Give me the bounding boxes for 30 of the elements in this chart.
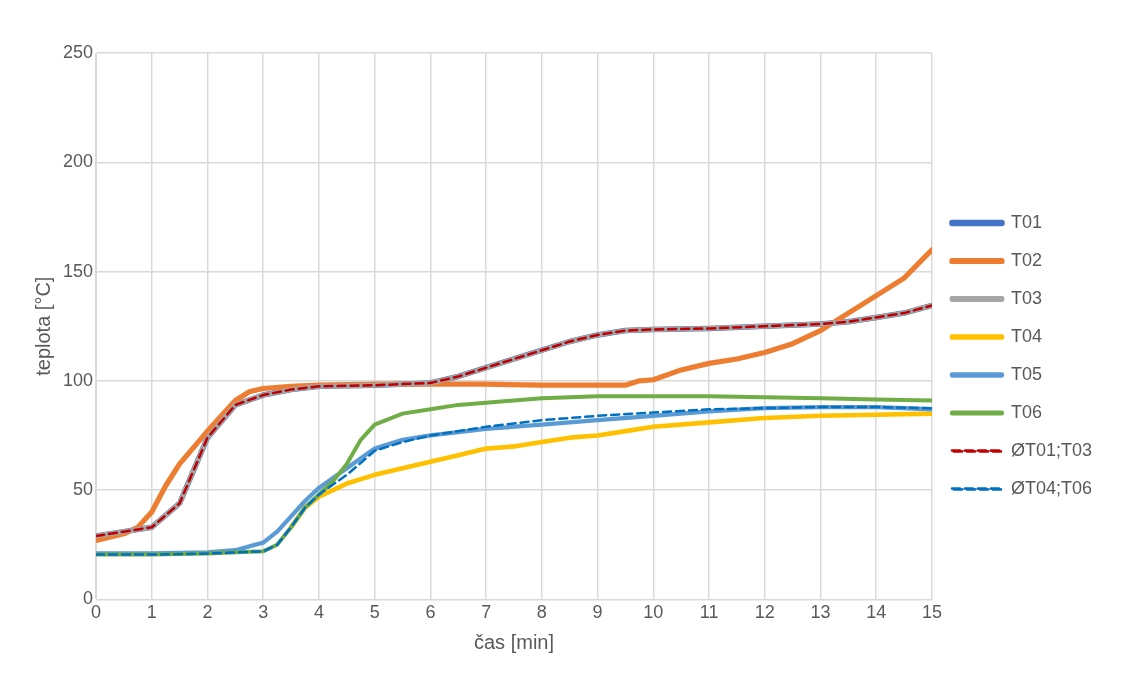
x-tick-label: 11 bbox=[699, 602, 719, 623]
x-tick-label: 2 bbox=[202, 602, 213, 623]
legend-label: T05 bbox=[1010, 363, 1042, 384]
legend-label: T02 bbox=[1010, 249, 1042, 270]
legend-label: T01 bbox=[1010, 211, 1042, 232]
x-tick-label: 5 bbox=[369, 602, 380, 623]
x-tick-label: 14 bbox=[866, 602, 887, 623]
x-tick-label: 12 bbox=[754, 602, 775, 623]
y-tick-label: 100 bbox=[62, 369, 94, 390]
x-tick-label: 10 bbox=[643, 602, 664, 623]
x-tick-label: 7 bbox=[481, 602, 492, 623]
x-tick-label: 4 bbox=[313, 602, 324, 623]
x-axis-title: čas [min] bbox=[473, 630, 555, 653]
x-tick-label: 15 bbox=[921, 602, 942, 623]
y-tick-label: 200 bbox=[62, 151, 94, 172]
y-tick-label: 250 bbox=[62, 41, 94, 62]
x-tick-label: 9 bbox=[592, 602, 603, 623]
y-axis-title: teplota [°C] bbox=[31, 276, 54, 376]
x-tick-label: 8 bbox=[536, 602, 547, 623]
y-tick-label: 150 bbox=[62, 260, 94, 281]
x-tick-label: 13 bbox=[810, 602, 831, 623]
x-tick-label: 1 bbox=[146, 602, 157, 623]
y-tick-label: 50 bbox=[73, 479, 94, 500]
legend-label: T04 bbox=[1010, 325, 1042, 346]
legend-label: T06 bbox=[1010, 401, 1042, 422]
legend-label: ØT01;T03 bbox=[1010, 439, 1093, 460]
x-tick-label: 6 bbox=[425, 602, 436, 623]
x-tick-label: 3 bbox=[258, 602, 269, 623]
legend-label: T03 bbox=[1010, 287, 1042, 308]
legend-label: ØT04;T06 bbox=[1010, 477, 1093, 498]
